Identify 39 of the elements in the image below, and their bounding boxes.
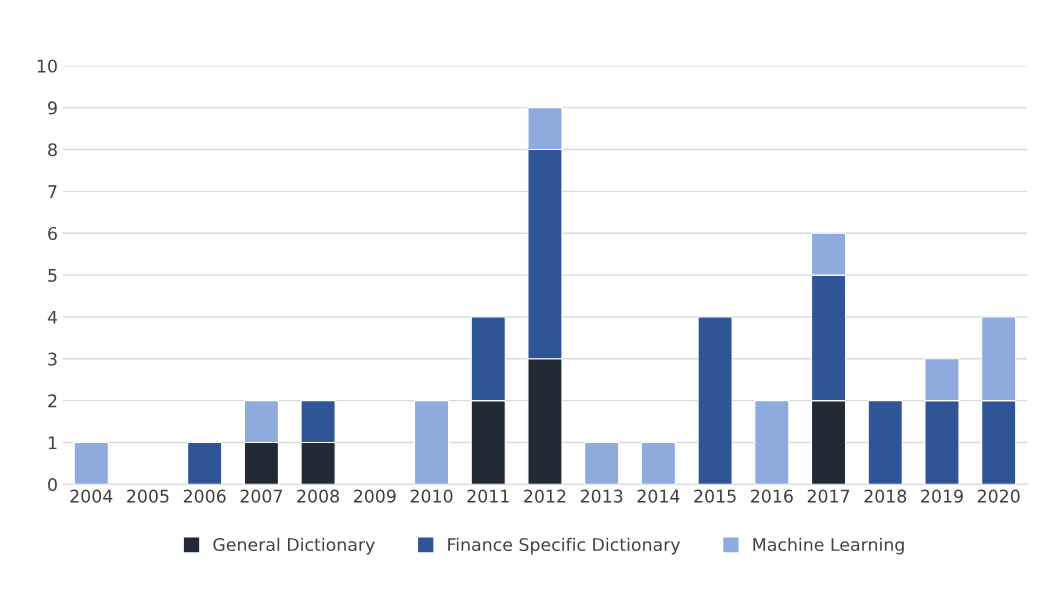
x-tick-label: 2007 <box>240 489 282 503</box>
bar <box>754 400 790 485</box>
bar <box>697 316 733 485</box>
x-tick-label: 2005 <box>127 489 169 503</box>
x-tick-label: 2006 <box>183 489 226 503</box>
y-tick-label: 5 <box>48 269 57 282</box>
x-tick-label: 2010 <box>410 489 453 503</box>
y-tick-label: 10 <box>37 59 57 73</box>
bar <box>867 400 903 485</box>
y-tick-label: 6 <box>48 226 57 241</box>
bar <box>187 441 223 485</box>
y-tick-label: 0 <box>48 478 57 492</box>
x-tick-label: 2011 <box>467 489 509 503</box>
bar <box>584 441 620 485</box>
y-tick-label: 7 <box>48 185 57 198</box>
x-tick-label: 2016 <box>751 489 793 503</box>
y-tick-label: 2 <box>48 394 57 408</box>
y-tick-label: 4 <box>47 310 58 324</box>
x-tick-label: 2012 <box>524 489 566 503</box>
y-tick-label: 3 <box>48 352 57 366</box>
bar <box>413 400 450 485</box>
x-tick-label: 2018 <box>864 489 907 503</box>
bar <box>73 441 109 485</box>
x-tick-label: 2015 <box>694 489 736 503</box>
x-tick-label: 2013 <box>580 489 623 503</box>
y-tick-label: 9 <box>48 101 57 115</box>
x-tick-label: 2014 <box>637 489 680 503</box>
x-tick-label: 2008 <box>297 489 339 503</box>
x-tick-label: 2017 <box>807 489 850 503</box>
x-tick-label: 2004 <box>70 489 113 503</box>
legend-label: Finance Specific Dictionary <box>448 537 681 555</box>
x-tick-label: 2009 <box>353 489 396 503</box>
legend-label: General Dictionary <box>213 537 375 555</box>
x-tick-label: 2020 <box>977 489 1020 503</box>
legend-label: Machine Learning <box>753 537 904 555</box>
x-tick-label: 2019 <box>921 489 963 503</box>
y-tick-label: 1 <box>48 436 57 450</box>
y-tick-label: 8 <box>48 143 57 157</box>
bar <box>640 441 676 485</box>
